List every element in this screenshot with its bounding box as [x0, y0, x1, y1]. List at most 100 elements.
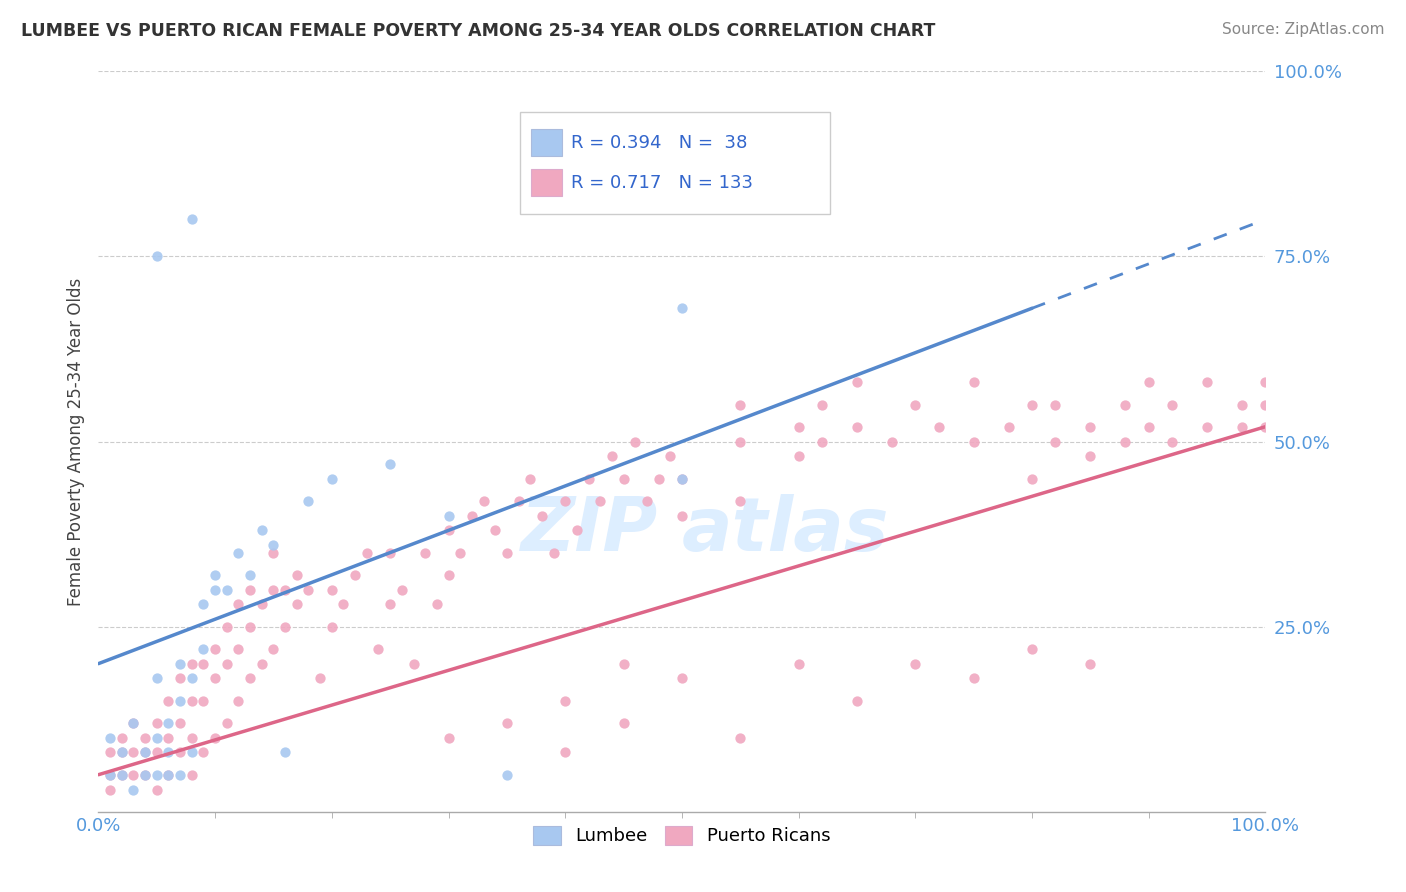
Point: [508, 493, 530, 508]
Point: [612, 472, 634, 486]
Point: [215, 715, 238, 730]
Point: [1114, 434, 1136, 449]
Point: [239, 619, 262, 633]
Point: [180, 672, 202, 686]
Point: [1197, 376, 1219, 390]
Point: [578, 472, 600, 486]
Point: [671, 672, 693, 686]
Point: [787, 450, 810, 464]
Point: [193, 598, 215, 612]
Point: [1197, 419, 1219, 434]
Legend: Lumbee, Puerto Ricans: Lumbee, Puerto Ricans: [524, 817, 839, 855]
Point: [228, 598, 250, 612]
Point: [449, 546, 471, 560]
Point: [180, 767, 202, 781]
Point: [671, 301, 693, 316]
Point: [962, 376, 984, 390]
Point: [367, 641, 389, 656]
Point: [1137, 376, 1160, 390]
Point: [391, 582, 413, 597]
Point: [612, 657, 634, 671]
Point: [134, 746, 156, 760]
Y-axis label: Female Poverty Among 25-34 Year Olds: Female Poverty Among 25-34 Year Olds: [66, 277, 84, 606]
Point: [730, 434, 752, 449]
Point: [1254, 376, 1277, 390]
Point: [157, 715, 180, 730]
Point: [169, 746, 191, 760]
Point: [111, 746, 134, 760]
Point: [169, 767, 191, 781]
Point: [1137, 419, 1160, 434]
Point: [157, 694, 180, 708]
Point: [98, 731, 121, 745]
Point: [962, 672, 984, 686]
Point: [204, 731, 226, 745]
Point: [636, 493, 658, 508]
Point: [928, 419, 950, 434]
Point: [1254, 398, 1277, 412]
Text: LUMBEE VS PUERTO RICAN FEMALE POVERTY AMONG 25-34 YEAR OLDS CORRELATION CHART: LUMBEE VS PUERTO RICAN FEMALE POVERTY AM…: [21, 22, 935, 40]
Point: [169, 657, 191, 671]
Point: [1254, 419, 1277, 434]
Point: [228, 694, 250, 708]
Point: [204, 672, 226, 686]
Point: [297, 493, 319, 508]
Point: [1114, 398, 1136, 412]
Point: [554, 694, 576, 708]
Point: [565, 524, 588, 538]
Point: [1045, 434, 1067, 449]
Point: [262, 538, 284, 552]
Point: [239, 567, 262, 582]
Point: [274, 619, 297, 633]
Text: R = 0.717   N = 133: R = 0.717 N = 133: [571, 174, 752, 192]
Point: [589, 493, 612, 508]
Point: [146, 672, 169, 686]
Point: [1080, 419, 1102, 434]
Point: [146, 767, 169, 781]
Point: [169, 715, 191, 730]
Point: [543, 546, 565, 560]
Point: [204, 582, 226, 597]
Point: [111, 731, 134, 745]
Point: [437, 567, 460, 582]
Point: [962, 434, 984, 449]
Point: [671, 508, 693, 523]
Point: [730, 398, 752, 412]
Point: [228, 641, 250, 656]
Point: [262, 582, 284, 597]
Point: [426, 598, 449, 612]
Point: [204, 567, 226, 582]
Point: [111, 746, 134, 760]
Point: [111, 767, 134, 781]
Point: [215, 619, 238, 633]
Point: [98, 767, 121, 781]
Point: [484, 524, 506, 538]
Point: [811, 398, 834, 412]
Point: [904, 657, 927, 671]
Point: [496, 546, 519, 560]
Point: [157, 767, 180, 781]
Point: [193, 657, 215, 671]
Point: [671, 472, 693, 486]
Point: [846, 376, 869, 390]
Point: [134, 746, 156, 760]
Point: [380, 457, 402, 471]
Point: [437, 731, 460, 745]
Point: [787, 657, 810, 671]
Point: [600, 450, 623, 464]
Point: [519, 472, 541, 486]
Point: [122, 715, 145, 730]
Point: [169, 672, 191, 686]
Point: [624, 434, 647, 449]
Point: [146, 746, 169, 760]
Point: [647, 472, 669, 486]
Point: [274, 582, 297, 597]
Point: [321, 472, 343, 486]
Point: [146, 250, 169, 264]
Point: [1021, 472, 1043, 486]
Text: ZIP: ZIP: [522, 494, 658, 567]
Point: [413, 546, 436, 560]
Point: [250, 524, 273, 538]
Point: [169, 694, 191, 708]
Point: [1080, 657, 1102, 671]
